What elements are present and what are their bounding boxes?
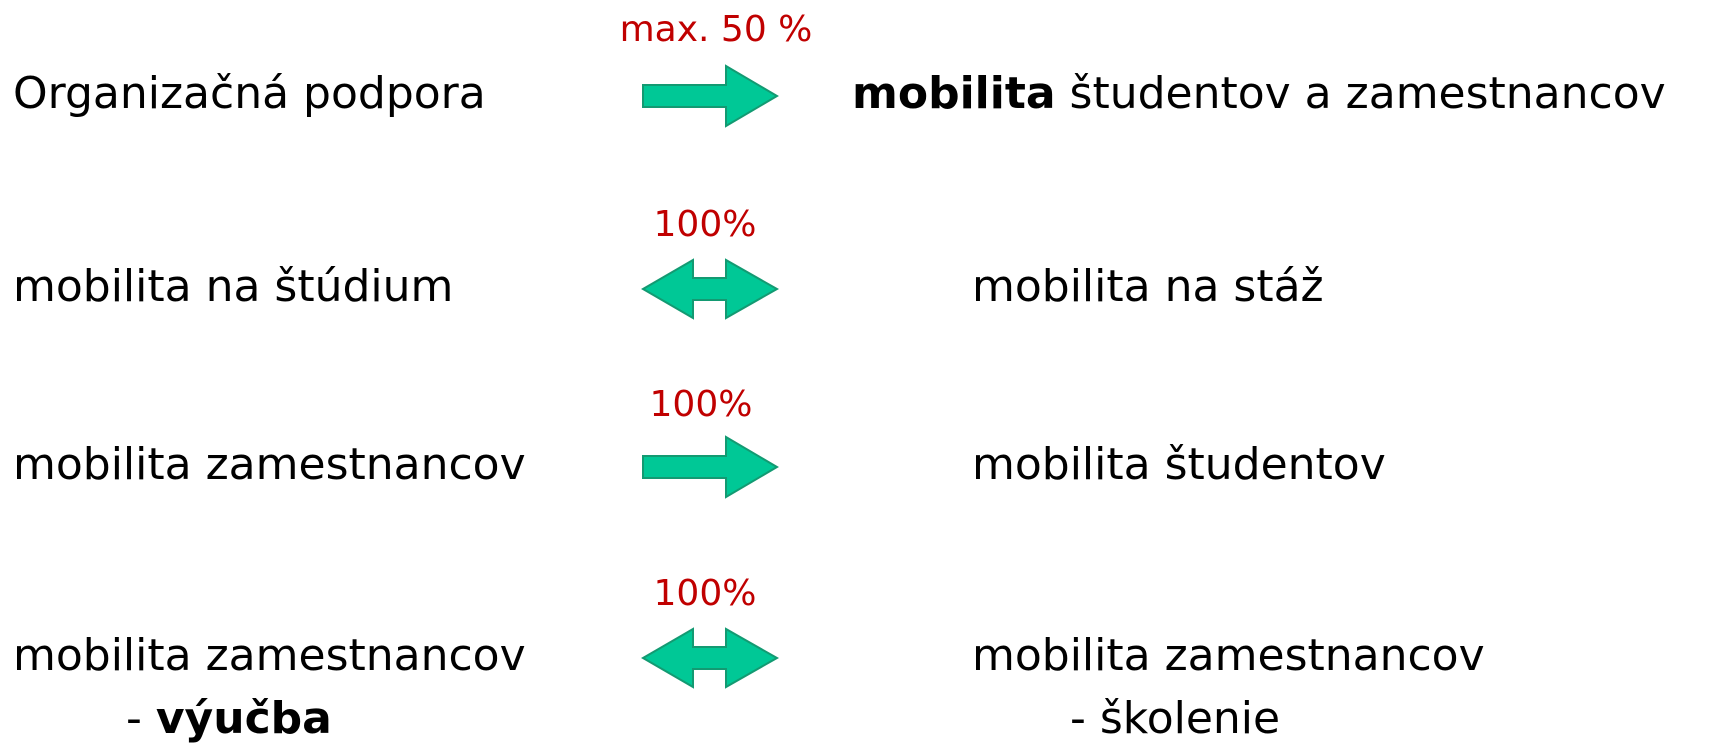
arrow-label: 100%: [650, 384, 753, 425]
double-arrow: [641, 258, 780, 320]
left-subtext-bold: výučba: [156, 693, 332, 744]
left-text: mobilita na štúdium: [13, 261, 453, 312]
right-text: mobilita zamestnancov: [972, 630, 1485, 681]
right-text: mobilita študentov: [972, 439, 1386, 490]
arrow-label: 100%: [654, 204, 757, 245]
right-subtext: - školenie: [1070, 693, 1280, 744]
left-text: Organizačná podpora: [13, 68, 486, 119]
left-subtext-dash: -: [126, 693, 156, 744]
arrow-label: 100%: [654, 573, 757, 614]
right-text-rest: študentov a zamestnancov: [1056, 68, 1666, 119]
double-arrow: [641, 627, 780, 689]
right-text: mobilita študentov a zamestnancov: [852, 68, 1666, 119]
right-text-bold: mobilita: [852, 68, 1056, 119]
left-text: mobilita zamestnancov: [13, 630, 526, 681]
right-text: mobilita na stáž: [972, 261, 1324, 312]
arrow-label: max. 50 %: [620, 9, 813, 50]
left-subtext: - výučba: [126, 693, 332, 744]
left-text: mobilita zamestnancov: [13, 439, 526, 490]
right-arrow: [642, 435, 779, 499]
right-arrow: [642, 64, 779, 128]
